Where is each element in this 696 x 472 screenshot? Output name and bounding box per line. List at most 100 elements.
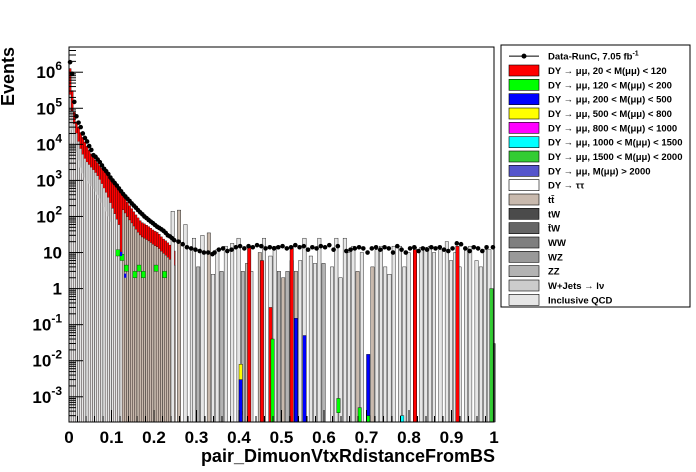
background-bar	[90, 167, 93, 423]
legend-swatch	[508, 251, 540, 263]
histogram-bar	[478, 266, 483, 423]
histogram-bar	[357, 407, 362, 423]
y-axis-title: Events	[0, 47, 18, 106]
histogram-bar	[330, 266, 334, 423]
background-bar	[104, 192, 108, 423]
y-tick-label: 102	[36, 203, 62, 226]
background-bar	[98, 179, 102, 423]
background-bar	[124, 212, 127, 423]
wjets-bar	[109, 202, 112, 222]
histogram-bar	[419, 247, 424, 423]
data-point	[74, 113, 79, 119]
histogram-bar	[289, 245, 294, 423]
histogram-bar	[294, 318, 298, 423]
legend-swatch	[508, 79, 540, 91]
histogram-bar	[302, 335, 307, 423]
dy120-bar	[124, 264, 129, 272]
legend-label: DY → μμ, 1500 < M(μμ) < 2000	[548, 152, 683, 163]
data-points	[67, 59, 496, 257]
data-point	[407, 246, 413, 251]
wjets-bar	[94, 172, 97, 192]
data-point	[305, 247, 311, 252]
background-bar	[79, 148, 82, 423]
legend-swatch	[508, 64, 540, 77]
background-bar	[168, 259, 172, 423]
x-axis: 0 0.1 0.2 0.3 0.4 0.5 0.6 0.7 0.8 0.9 1	[64, 410, 499, 447]
legend-swatch	[508, 179, 540, 191]
wjets-bar	[90, 167, 93, 187]
wjets-bar	[75, 133, 78, 153]
data-point	[201, 250, 207, 255]
wjets-bar	[100, 183, 103, 203]
dy200-bar	[120, 251, 123, 257]
histogram-bar	[298, 260, 303, 423]
legend-swatch	[508, 294, 540, 306]
histogram-bar	[402, 266, 407, 423]
dy120-bar	[153, 264, 159, 272]
dy120-bar	[136, 264, 142, 272]
data-point	[212, 250, 217, 255]
data-point	[250, 244, 256, 250]
legend-label: DY → μμ, 120 < M(μμ) < 200	[548, 80, 672, 91]
histogram-bar	[366, 354, 371, 423]
legend-swatch	[508, 107, 540, 120]
background-bar	[126, 216, 129, 423]
legend-swatch	[508, 279, 540, 292]
background-bar	[143, 238, 146, 423]
background-bar	[138, 234, 142, 423]
background-bar	[113, 213, 116, 423]
background-bar	[77, 141, 80, 423]
legend-label: WW	[548, 238, 566, 249]
data-point	[82, 135, 88, 141]
data-point	[348, 247, 353, 252]
data-point	[471, 244, 477, 250]
data-point	[420, 246, 426, 251]
background-bar	[162, 253, 165, 423]
legend-label: Inclusive QCD	[548, 295, 613, 306]
histogram-bar	[359, 252, 364, 423]
data-point	[331, 247, 336, 252]
data-point	[67, 59, 73, 65]
data-point	[288, 244, 294, 250]
x-tick-label: 0.8	[397, 428, 421, 447]
data-point	[484, 244, 489, 250]
histogram-bar	[230, 243, 235, 423]
legend-label: DY → μμ, M(μμ) > 2000	[548, 166, 651, 177]
histogram-bar	[196, 266, 201, 423]
data-point	[259, 243, 264, 249]
data-point	[463, 246, 468, 251]
background-bar	[153, 245, 157, 423]
wjets-bar	[79, 148, 82, 168]
x-tick-label: 0.9	[440, 428, 464, 447]
wjets-bar	[92, 169, 95, 189]
histogram-bar	[483, 249, 487, 423]
x-tick-label: 0.5	[270, 428, 294, 447]
legend-label: DY → μμ, 1000 < M(μμ) < 1500	[548, 138, 683, 149]
data-point	[197, 248, 202, 254]
y-tick-label: 106	[36, 59, 62, 82]
data-point	[399, 247, 404, 252]
data-point	[301, 243, 307, 249]
data-point	[86, 143, 92, 149]
histogram-bar	[192, 237, 196, 423]
x-tick-label: 0.1	[100, 428, 124, 447]
legend-label: DY → μμ, 200 < M(μμ) < 500	[548, 95, 672, 106]
histogram-bar	[383, 266, 388, 423]
histogram-bar	[206, 232, 211, 423]
data-point	[225, 248, 230, 254]
histogram-bar	[342, 237, 347, 423]
data-point	[176, 239, 181, 244]
wjets-bar	[105, 192, 108, 212]
x-tick-label: 0.4	[227, 428, 251, 447]
histogram-bar	[223, 245, 228, 423]
wjets-bar	[88, 164, 91, 184]
histogram-bar	[438, 249, 443, 423]
y-tick-label: 1	[53, 280, 62, 299]
data-point	[297, 244, 302, 250]
histogram-bar	[370, 266, 375, 423]
data-point	[284, 246, 290, 251]
histogram-bar	[347, 252, 351, 423]
histogram-bar	[219, 271, 224, 423]
data-point	[475, 246, 481, 251]
